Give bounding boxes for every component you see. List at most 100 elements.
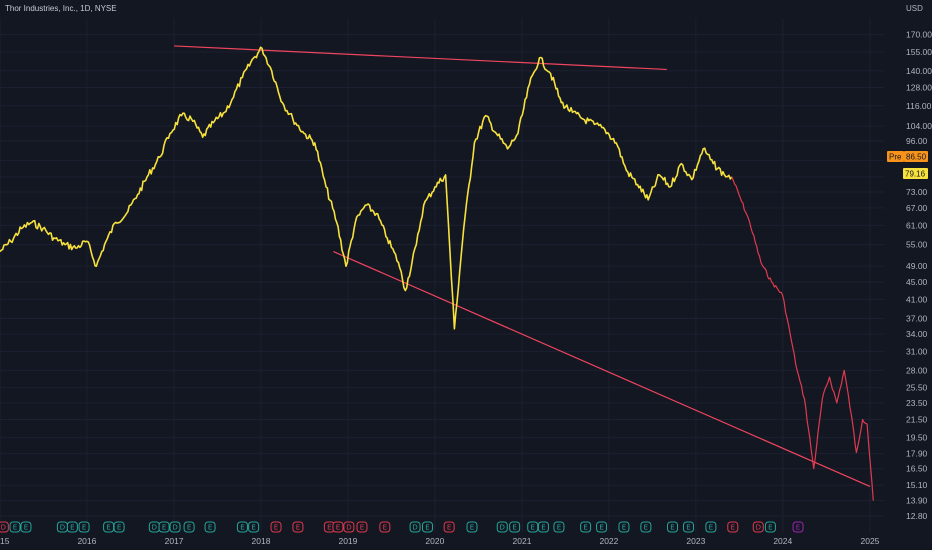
event-marker-label: E xyxy=(796,524,800,532)
event-marker[interactable]: E xyxy=(443,521,455,533)
event-marker-frame xyxy=(292,521,304,533)
event-marker-frame xyxy=(496,521,508,533)
event-marker[interactable]: E xyxy=(537,521,549,533)
event-marker[interactable]: E xyxy=(705,521,717,533)
event-marker[interactable]: E xyxy=(183,521,195,533)
y-tick-label: 116.00 xyxy=(906,101,932,111)
event-marker-label: E xyxy=(644,524,648,532)
event-marker-label: E xyxy=(709,524,713,532)
event-marker[interactable]: E xyxy=(509,521,521,533)
event-marker[interactable]: E xyxy=(356,521,368,533)
event-marker-label: D xyxy=(500,524,505,532)
event-marker-label: D xyxy=(172,524,177,532)
event-marker[interactable]: E xyxy=(158,521,170,533)
event-marker[interactable]: E xyxy=(580,521,592,533)
event-marker[interactable]: D xyxy=(169,521,181,533)
event-marker-frame xyxy=(443,521,455,533)
event-marker-label: E xyxy=(383,524,387,532)
trendline[interactable] xyxy=(174,45,667,71)
event-marker-frame xyxy=(270,521,282,533)
event-marker-label: E xyxy=(327,524,331,532)
event-marker-frame xyxy=(640,521,652,533)
event-marker-frame xyxy=(421,521,433,533)
currency-label: USD xyxy=(906,4,923,13)
pre-value-badge xyxy=(904,151,928,162)
x-tick-label: 2023 xyxy=(686,536,705,546)
event-marker-frame xyxy=(727,521,739,533)
y-tick-label: 31.00 xyxy=(906,346,928,356)
event-marker[interactable]: E xyxy=(640,521,652,533)
event-marker[interactable]: D xyxy=(56,521,68,533)
event-marker[interactable]: E xyxy=(20,521,32,533)
event-marker-frame xyxy=(248,521,260,533)
event-marker[interactable]: E xyxy=(527,521,539,533)
event-marker[interactable]: D xyxy=(148,521,160,533)
y-tick-label: 73.00 xyxy=(906,187,928,197)
event-marker-label: E xyxy=(162,524,166,532)
y-tick-label: 128.00 xyxy=(906,82,932,92)
event-marker[interactable]: E xyxy=(667,521,679,533)
event-marker[interactable]: E xyxy=(9,521,21,533)
event-marker-label: E xyxy=(24,524,28,532)
event-marker-frame xyxy=(356,521,368,533)
event-marker[interactable]: E xyxy=(682,521,694,533)
event-marker-label: E xyxy=(670,524,674,532)
y-tick-label: 61.00 xyxy=(906,220,928,230)
event-marker[interactable]: D xyxy=(752,521,764,533)
event-marker[interactable]: E xyxy=(792,521,804,533)
event-marker[interactable]: D xyxy=(409,521,421,533)
event-marker-label: E xyxy=(274,524,278,532)
y-tick-label: 17.90 xyxy=(906,449,928,459)
event-marker-label: E xyxy=(70,524,74,532)
event-marker[interactable]: E xyxy=(66,521,78,533)
event-marker[interactable]: E xyxy=(292,521,304,533)
event-marker[interactable]: E xyxy=(248,521,260,533)
event-marker[interactable]: E xyxy=(421,521,433,533)
y-tick-label: 21.50 xyxy=(906,414,928,424)
y-tick-label: 96.00 xyxy=(906,136,928,146)
price-series xyxy=(0,46,874,501)
event-marker-frame xyxy=(667,521,679,533)
price-axis[interactable]: 170.00 155.00 140.00 128.00 116.00 104.00 96.0… xyxy=(906,30,932,521)
y-tick-label: 41.00 xyxy=(906,294,928,304)
event-marker[interactable]: E xyxy=(727,521,739,533)
event-marker[interactable]: D xyxy=(496,521,508,533)
event-marker[interactable]: E xyxy=(78,521,90,533)
event-marker[interactable]: D xyxy=(343,521,355,533)
event-marker-frame xyxy=(580,521,592,533)
time-axis[interactable]: 2015 2016 2017 2018 2019 2020 2021 2022 2023 2024… xyxy=(0,536,880,546)
event-marker[interactable]: E xyxy=(596,521,608,533)
event-marker-label: E xyxy=(622,524,626,532)
event-marker[interactable]: E xyxy=(764,521,776,533)
event-marker-label: E xyxy=(187,524,191,532)
event-marker[interactable]: E xyxy=(332,521,344,533)
event-marker[interactable]: E xyxy=(618,521,630,533)
event-marker[interactable]: E xyxy=(379,521,391,533)
event-marker[interactable]: E xyxy=(270,521,282,533)
event-marker-frame xyxy=(169,521,181,533)
x-tick-label: 2025 xyxy=(860,536,879,546)
event-marker[interactable]: E xyxy=(204,521,216,533)
event-marker[interactable]: E xyxy=(103,521,115,533)
y-tick-label: 104.00 xyxy=(906,121,932,131)
x-tick-label: 2015 xyxy=(0,536,10,546)
price-history-line xyxy=(0,46,733,330)
trendline[interactable] xyxy=(333,251,871,488)
x-tick-label: 2019 xyxy=(338,536,357,546)
event-marker-frame xyxy=(78,521,90,533)
pre-tag-label: Pre xyxy=(889,153,902,162)
event-marker-frame xyxy=(236,521,248,533)
event-marker[interactable]: D xyxy=(0,521,9,533)
event-marker[interactable]: E xyxy=(113,521,125,533)
y-tick-label: 37.00 xyxy=(906,313,928,323)
event-marker-label: E xyxy=(106,524,110,532)
event-marker[interactable]: E xyxy=(553,521,565,533)
event-marker-frame xyxy=(553,521,565,533)
projection-line xyxy=(731,176,874,501)
event-marker-label: E xyxy=(251,524,255,532)
event-marker[interactable]: E xyxy=(236,521,248,533)
event-marker[interactable]: E xyxy=(466,521,478,533)
event-marker-frame xyxy=(113,521,125,533)
